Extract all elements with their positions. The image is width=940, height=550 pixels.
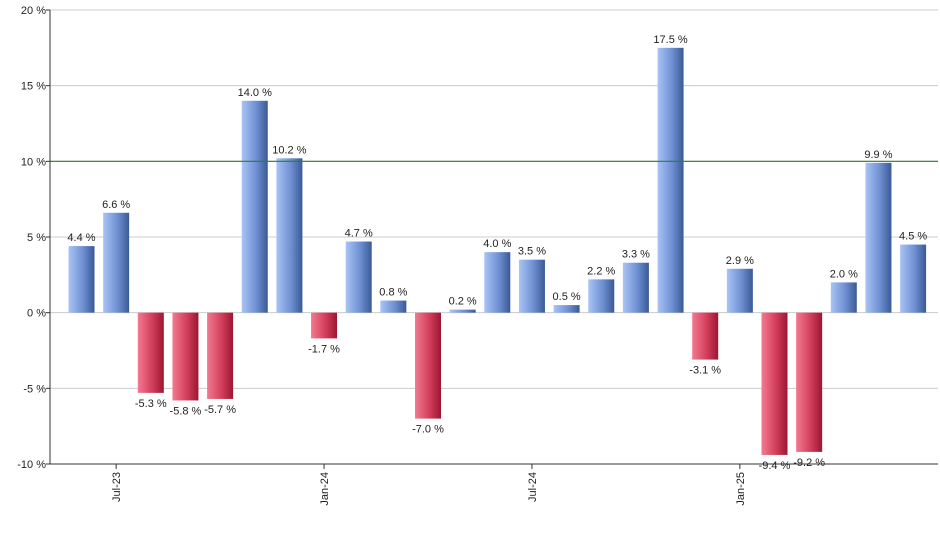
bars [68, 47, 927, 455]
y-tick-label: 0 % [27, 308, 46, 320]
bar-value-label: 4.7 % [345, 228, 373, 240]
axes [46, 9, 938, 469]
bar-value-label: 0.8 % [379, 287, 407, 299]
bar [692, 312, 719, 360]
bar-value-label: -5.3 % [135, 398, 167, 410]
labels: 20 % 15 % 10 % 5 % 0 % -5 % -10 % 4.4 % 6.6 % -5.… [17, 5, 927, 506]
bar [172, 312, 199, 401]
bar-value-label: -3.1 % [689, 365, 721, 377]
y-tick-label: 5 % [27, 232, 46, 244]
bar-value-label: -7.0 % [412, 424, 444, 436]
bar-value-label: 4.0 % [483, 238, 511, 250]
bar-value-label: 2.9 % [726, 255, 754, 267]
bar [761, 312, 788, 455]
bar-value-label: 9.9 % [864, 149, 892, 161]
bar [830, 282, 857, 313]
bar-value-label: -1.7 % [308, 343, 340, 355]
bar-value-label: 6.6 % [102, 199, 130, 211]
bar-value-label: 4.5 % [899, 231, 927, 243]
y-tick-label: 20 % [21, 5, 46, 17]
bar [137, 312, 164, 393]
bar [900, 244, 927, 313]
y-tick-label: -5 % [23, 383, 46, 395]
bar-value-label: 10.2 % [272, 144, 306, 156]
x-tick-label: Jul-24 [527, 472, 539, 502]
bar [415, 312, 441, 419]
bar-value-label: 3.3 % [622, 249, 650, 261]
y-tick-label: 10 % [21, 156, 46, 168]
bar [311, 312, 338, 339]
y-tick-label: 15 % [21, 81, 46, 93]
bar-value-label: -9.4 % [759, 460, 791, 472]
bar-value-label: 0.5 % [553, 291, 581, 303]
bar-value-label: 2.2 % [587, 265, 615, 277]
bar [588, 279, 615, 313]
bar-value-label: -5.8 % [170, 405, 202, 417]
bar [518, 259, 545, 313]
bar [449, 309, 476, 313]
bar-value-label: 14.0 % [238, 87, 272, 99]
bar [553, 305, 580, 313]
bar [796, 312, 823, 452]
bar [865, 162, 892, 313]
bar [276, 158, 303, 313]
bar-value-label: 4.4 % [67, 232, 95, 244]
bar [657, 47, 684, 313]
bar [726, 268, 753, 313]
bar-value-label: 17.5 % [653, 34, 687, 46]
bar [103, 212, 130, 313]
bar [484, 252, 511, 313]
x-tick-label: Jan-24 [319, 472, 331, 506]
bar [622, 262, 649, 313]
bar [380, 300, 407, 313]
bar-value-label: 2.0 % [830, 268, 858, 280]
x-tick-label: Jul-23 [111, 472, 123, 502]
bar-value-label: -9.2 % [793, 457, 825, 469]
bar [207, 312, 234, 399]
bar-value-label: -5.7 % [204, 404, 236, 416]
bar [345, 241, 372, 313]
bar-value-label: 0.2 % [449, 296, 477, 308]
bar-value-label: 3.5 % [518, 246, 546, 258]
bar [241, 100, 268, 313]
bar [68, 246, 95, 313]
x-tick-label: Jan-25 [735, 472, 747, 506]
y-tick-label: -10 % [17, 459, 46, 471]
